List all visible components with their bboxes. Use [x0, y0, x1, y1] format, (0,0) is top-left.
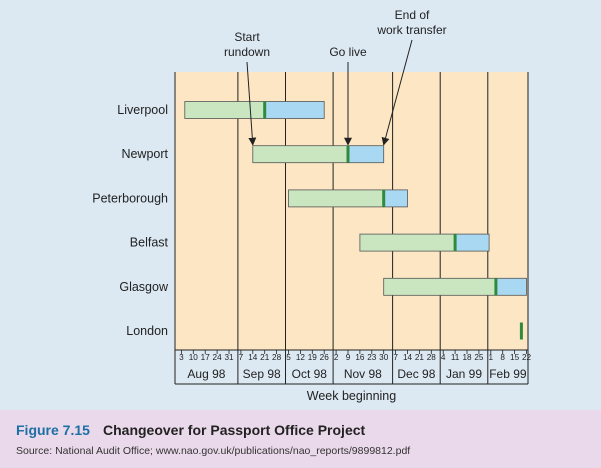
week-tick-label: 26 [320, 353, 330, 362]
week-tick-label: 8 [500, 353, 505, 362]
chart-figure: 3 10 17 24 31 7 14 21 28 5 12 19 26 2 9 16 23 30 7 14 21 28 4 1… [0, 0, 601, 410]
rundown-bar [359, 233, 456, 252]
go-live-marker [346, 145, 350, 163]
annotation-label: End of [395, 8, 430, 22]
annotation-label: Go live [329, 45, 367, 59]
month-label: Feb 99 [489, 367, 527, 381]
office-label: Peterborough [92, 191, 168, 205]
week-tick-label: 21 [260, 353, 270, 362]
week-tick-label: 7 [239, 353, 244, 362]
week-tick-label: 10 [189, 353, 199, 362]
week-tick-label: 23 [367, 353, 377, 362]
rundown-bar [252, 145, 349, 164]
rundown-bar [383, 277, 497, 296]
week-tick-label: 14 [248, 353, 258, 362]
week-tick-label: 7 [393, 353, 398, 362]
rundown-bar [288, 189, 385, 208]
office-label: Belfast [130, 236, 169, 250]
week-tick-label: 31 [224, 353, 234, 362]
annotation-label: Start [234, 30, 260, 44]
transfer-bar [383, 189, 408, 208]
week-tick-label: 1 [489, 353, 494, 362]
transfer-bar [347, 145, 385, 164]
week-tick-label: 9 [346, 353, 351, 362]
office-label: Liverpool [117, 103, 168, 117]
week-tick-label: 28 [272, 353, 282, 362]
week-tick-label: 22 [522, 353, 532, 362]
go-live-marker [453, 234, 457, 252]
annotation-arrow [381, 39, 413, 146]
week-tick-label: 25 [474, 353, 484, 362]
month-label: Aug 98 [187, 367, 225, 381]
transfer-bar [264, 101, 325, 119]
figure-source: Source: National Audit Office; www.nao.g… [16, 445, 411, 457]
week-tick-label: 18 [462, 353, 472, 362]
week-tick-label: 15 [510, 353, 520, 362]
month-label: Dec 98 [397, 367, 435, 381]
week-tick-label: 2 [334, 353, 339, 362]
week-tick-label: 4 [441, 353, 446, 362]
week-tick-label: 16 [355, 353, 365, 362]
transfer-bar [495, 277, 527, 296]
week-tick-label: 12 [296, 353, 306, 362]
week-tick-label: 28 [427, 353, 437, 362]
week-tick-label: 11 [451, 353, 460, 362]
week-tick-label: 30 [379, 353, 389, 362]
month-label: Oct 98 [292, 367, 328, 381]
annotation-arrow [246, 61, 257, 146]
rundown-bar [184, 101, 266, 119]
gantt-chart: 3 10 17 24 31 7 14 21 28 5 12 19 26 2 9 16 23 30 7 14 21 28 4 1… [92, 8, 532, 403]
go-live-marker [494, 278, 498, 296]
annotation-label: work transfer [376, 23, 446, 37]
week-tick-label: 24 [213, 353, 223, 362]
figure-title: Changeover for Passport Office Project [103, 422, 366, 438]
week-tick-label: 21 [415, 353, 425, 362]
go-live-marker [382, 189, 386, 207]
caption-area: Figure 7.15 Changeover for Passport Offi… [0, 410, 601, 468]
month-label: Nov 98 [344, 367, 382, 381]
transfer-bar [454, 233, 490, 252]
figure-number: Figure 7.15 [16, 422, 90, 438]
week-tick-label: 14 [403, 353, 413, 362]
go-live-marker [263, 101, 267, 119]
week-tick-label: 3 [179, 353, 184, 362]
week-tick-label: 19 [308, 353, 318, 362]
office-label: Glasgow [119, 280, 169, 294]
week-tick-label: 5 [286, 353, 291, 362]
annotation-label: rundown [224, 45, 270, 59]
week-tick-label: 17 [201, 353, 211, 362]
go-live-marker [519, 322, 523, 340]
month-label: Sep 98 [243, 367, 281, 381]
x-axis-title: Week beginning [307, 389, 396, 403]
office-label: Newport [121, 147, 168, 161]
office-label: London [126, 324, 168, 338]
month-label: Jan 99 [446, 367, 482, 381]
